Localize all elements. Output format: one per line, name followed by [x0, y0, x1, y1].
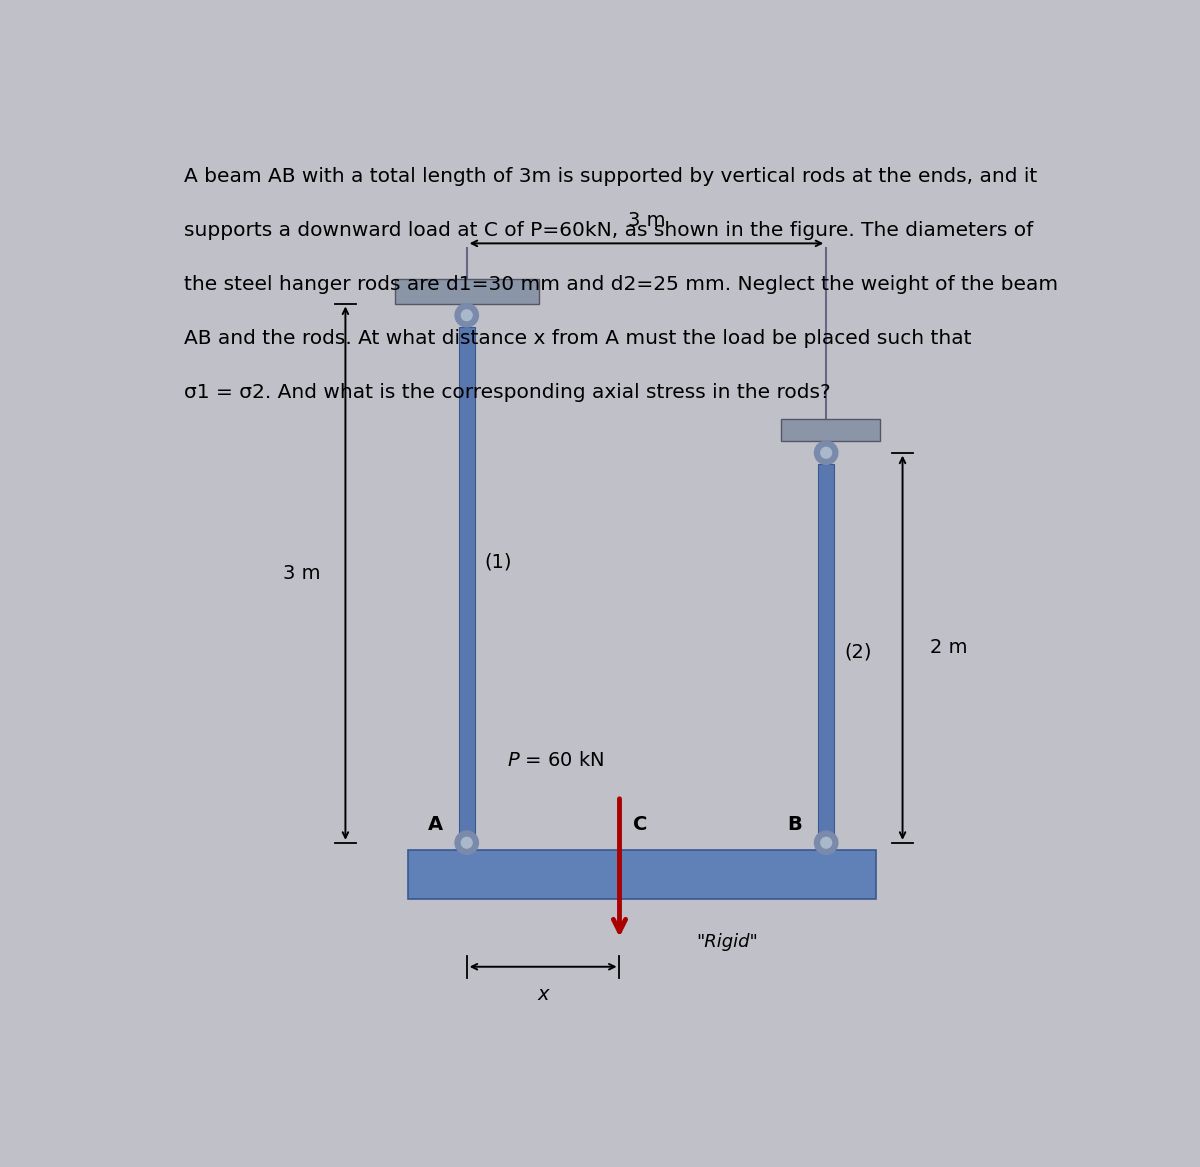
Circle shape [815, 831, 838, 854]
Text: C: C [632, 815, 647, 833]
Circle shape [815, 441, 838, 464]
Circle shape [821, 447, 832, 459]
Text: AB and the rods. At what distance x from A must the load be placed such that: AB and the rods. At what distance x from… [184, 329, 971, 348]
Text: (1): (1) [485, 553, 512, 572]
Circle shape [461, 310, 472, 321]
Text: 3 m: 3 m [283, 564, 320, 582]
Text: "Rigid": "Rigid" [696, 932, 757, 951]
FancyBboxPatch shape [408, 850, 876, 900]
FancyBboxPatch shape [395, 279, 539, 303]
Text: σ1 = σ2. And what is the corresponding axial stress in the rods?: σ1 = σ2. And what is the corresponding a… [184, 383, 830, 401]
Text: B: B [787, 815, 802, 833]
Text: 2 m: 2 m [930, 638, 967, 657]
FancyBboxPatch shape [781, 419, 880, 441]
FancyBboxPatch shape [818, 464, 834, 843]
Text: x: x [538, 985, 548, 1004]
Circle shape [821, 838, 832, 848]
Text: supports a downward load at C of P=60kN, as shown in the figure. The diameters o: supports a downward load at C of P=60kN,… [184, 221, 1033, 240]
FancyBboxPatch shape [458, 327, 475, 843]
Circle shape [455, 831, 479, 854]
Text: $P$ = 60 kN: $P$ = 60 kN [508, 750, 605, 769]
Text: (2): (2) [844, 643, 871, 662]
Circle shape [461, 838, 472, 848]
Text: the steel hanger rods are d1=30 mm and d2=25 mm. Neglect the weight of the beam: the steel hanger rods are d1=30 mm and d… [184, 274, 1058, 294]
Text: A beam AB with a total length of 3m is supported by vertical rods at the ends, a: A beam AB with a total length of 3m is s… [184, 167, 1037, 186]
Circle shape [455, 303, 479, 327]
Text: 3 m: 3 m [628, 211, 665, 230]
Text: A: A [427, 815, 443, 833]
